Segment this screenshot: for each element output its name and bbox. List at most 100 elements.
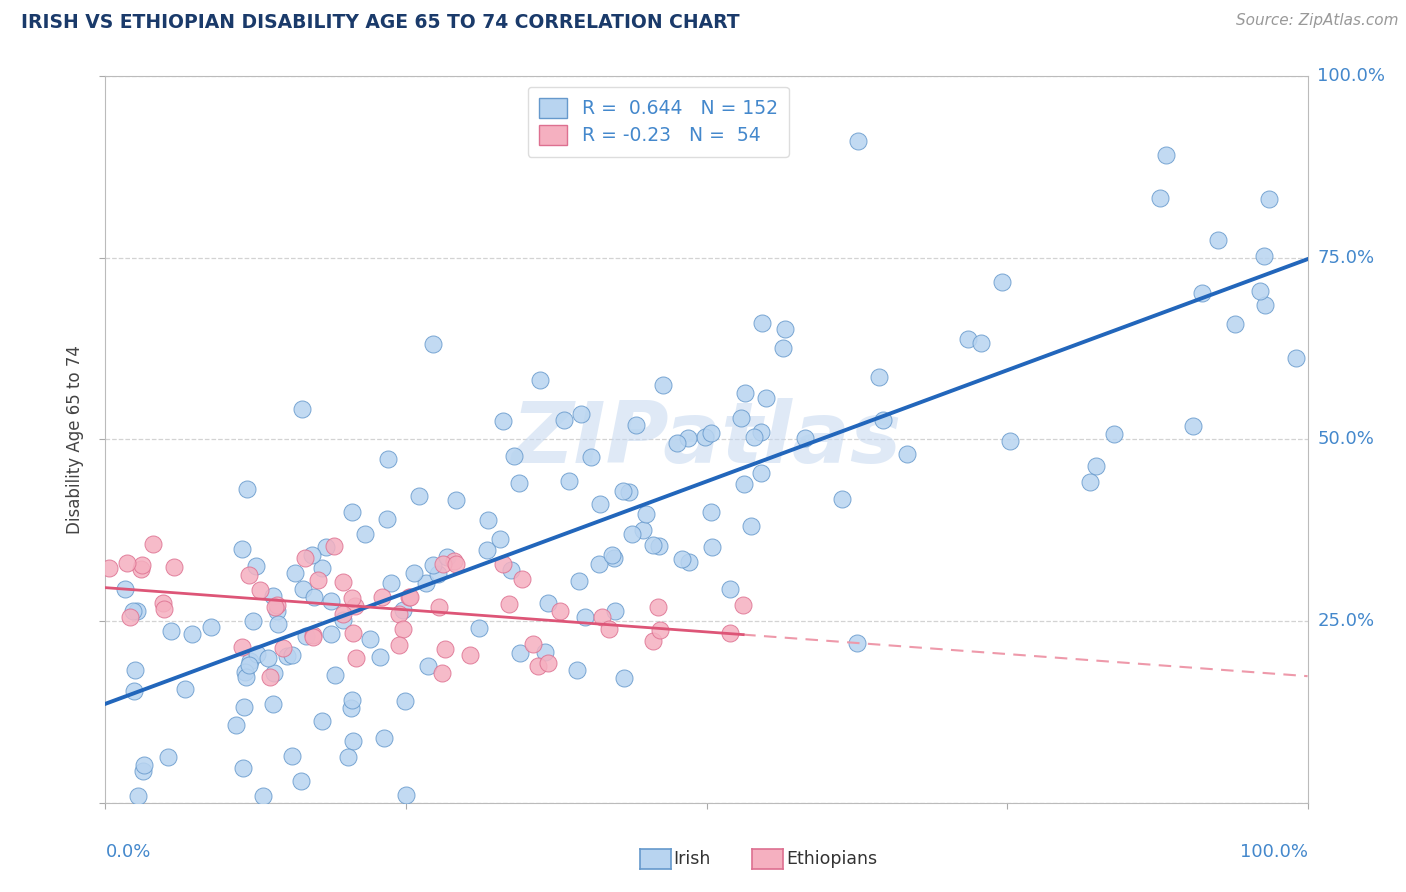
Text: 0.0%: 0.0% [105,843,150,861]
Point [249,583,271,598]
Point [498,597,520,611]
Point [294,550,316,565]
Point [342,625,364,640]
Point [117,556,139,570]
Point [257,651,280,665]
Point [266,598,288,612]
Point [492,415,515,429]
Point [122,684,145,698]
Point [342,591,364,605]
Point [1191,286,1213,301]
Point [262,589,284,603]
Y-axis label: Disability Age 65 to 74: Disability Age 65 to 74 [66,345,84,533]
Point [652,378,675,392]
Point [613,671,636,685]
Point [321,594,343,608]
Point [388,638,411,652]
Point [868,370,890,384]
Point [492,557,515,571]
Point [665,435,688,450]
Point [354,526,377,541]
Point [533,645,555,659]
Point [235,670,257,684]
Point [1225,317,1247,331]
Point [773,322,796,336]
Point [1154,148,1177,162]
Point [404,566,426,581]
Point [432,557,454,571]
Point [152,596,174,610]
Point [751,425,773,440]
Point [264,600,287,615]
Text: Irish: Irish [673,850,711,868]
Point [200,620,222,634]
Point [794,431,817,445]
Point [558,474,581,488]
Point [276,649,298,664]
Point [239,654,262,668]
Point [246,647,269,661]
Point [568,574,591,588]
Point [509,646,531,660]
Point [434,642,457,657]
Point [267,616,290,631]
Point [332,575,354,590]
Point [647,539,669,553]
Point [344,599,367,613]
Point [114,582,136,596]
Point [603,551,626,566]
Point [477,513,499,527]
Point [720,582,742,597]
Point [156,750,179,764]
Point [373,731,395,745]
Text: 75.0%: 75.0% [1317,249,1374,267]
Point [579,450,602,464]
Point [591,610,613,624]
Point [676,431,699,445]
Point [569,407,592,421]
Point [550,604,572,618]
Point [370,650,392,665]
Point [281,648,304,662]
Point [700,425,723,440]
Point [718,626,741,640]
Point [501,563,523,577]
Point [734,385,756,400]
Point [323,667,346,681]
Point [1285,351,1308,365]
Point [1078,475,1101,489]
Point [742,430,765,444]
Point [846,636,869,650]
Point [970,336,993,351]
Point [755,391,778,405]
Point [600,548,623,562]
Point [395,788,418,802]
Point [422,336,444,351]
Point [388,607,411,621]
Point [458,648,481,662]
Point [342,734,364,748]
Point [231,542,253,557]
Point [416,658,439,673]
Point [522,637,544,651]
Point [1206,233,1229,247]
Point [415,576,437,591]
Point [377,451,399,466]
Point [751,316,773,330]
Text: 50.0%: 50.0% [1317,430,1374,449]
Point [693,429,716,443]
Point [508,475,530,490]
Point [337,750,360,764]
Point [957,332,980,346]
Point [394,694,416,708]
Point [430,666,453,681]
Point [311,714,333,728]
Point [619,484,641,499]
Point [124,663,146,677]
Point [307,573,329,587]
Point [263,666,285,681]
Point [872,413,894,427]
Point [589,497,612,511]
Point [302,631,325,645]
Point [1085,459,1108,474]
